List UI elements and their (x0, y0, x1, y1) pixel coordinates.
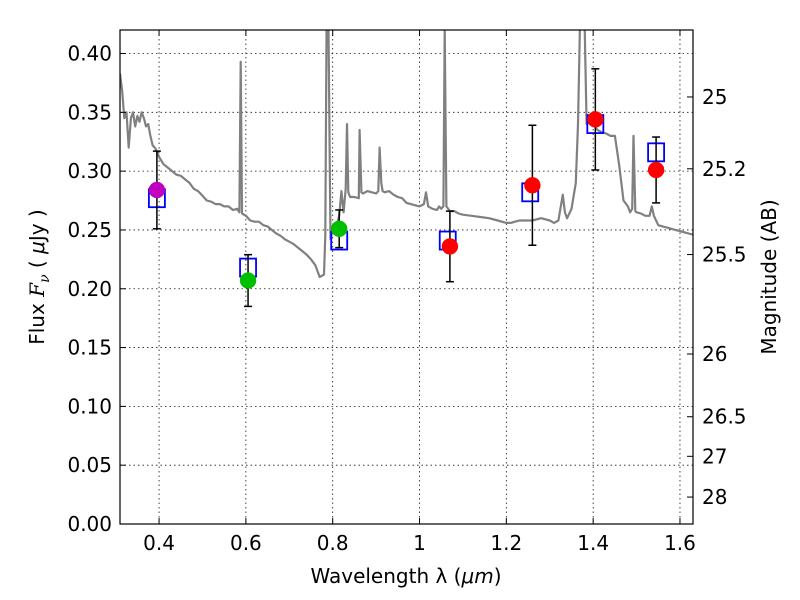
y-tick-label: 0.00 (67, 512, 112, 536)
y2-tick-label: 28 (702, 485, 727, 509)
y2-tick-label: 26 (702, 342, 727, 366)
y-tick-label: 0.25 (67, 218, 112, 242)
y2-tick-label: 26.5 (702, 405, 747, 429)
y-axis-label: Flux Fν ( μJy ) (25, 209, 53, 345)
x-tick-label: 1 (413, 531, 426, 555)
observed-point (239, 272, 257, 289)
y-tick-label: 0.35 (67, 100, 112, 124)
x-tick-label: 0.6 (230, 531, 262, 555)
observed-point (587, 111, 604, 128)
y2-axis-label: Magnitude (AB) (757, 199, 781, 354)
plot-frame (119, 29, 694, 525)
observed-point (148, 181, 166, 199)
y-tick-label: 0.20 (67, 277, 112, 301)
x-tick-label: 1.4 (577, 531, 609, 555)
y2-tick-label: 25.2 (702, 157, 747, 181)
y-tick-label: 0.10 (67, 394, 112, 418)
y2-tick-label: 25 (702, 85, 727, 109)
x-tick-label: 1.6 (664, 531, 696, 555)
x-tick-label: 0.4 (143, 531, 175, 555)
y2-tick-label: 25.5 (702, 243, 747, 267)
y-tick-label: 0.05 (67, 453, 112, 477)
observed-point (647, 161, 665, 179)
x-tick-label: 1.2 (490, 531, 522, 555)
x-axis-label: Wavelength λ (μm) (310, 564, 501, 588)
axis-ticks: 0.4 0.6 0.8 1 1.2 1.4 1.6 0.00 0.05 0.10 0.15 0.20 0… (67, 30, 747, 555)
y-tick-label: 0.15 (67, 336, 112, 360)
y-tick-label: 0.30 (67, 159, 112, 183)
x-tick-label: 0.8 (317, 531, 349, 555)
observed-point (330, 220, 348, 238)
y-tick-label: 0.40 (67, 42, 112, 66)
observed-point (441, 238, 459, 255)
y2-tick-label: 27 (702, 444, 727, 468)
observed-photometry (148, 68, 665, 308)
observed-point (524, 177, 541, 194)
